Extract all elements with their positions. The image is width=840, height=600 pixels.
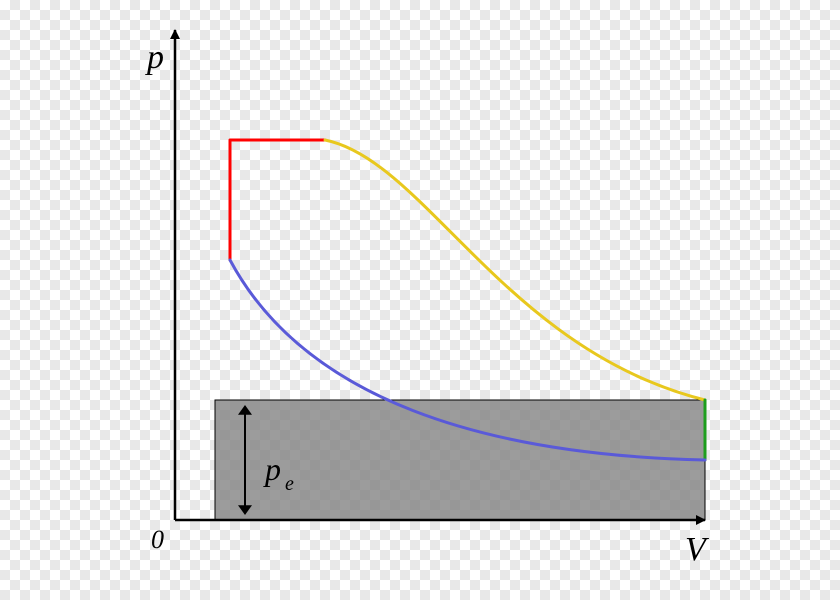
pe-label-subscript: e [285, 473, 294, 495]
x-axis-label: V [685, 531, 710, 568]
red-segment [230, 140, 325, 260]
y-axis-label: p [145, 39, 164, 76]
origin-label: 0 [151, 525, 164, 554]
pv-diagram: pV0pe [105, 0, 735, 600]
pe-label: p [263, 451, 281, 487]
mep-shaded-region [215, 400, 705, 520]
pv-diagram-svg: pV0pe [105, 0, 735, 600]
yellow-curve [325, 140, 705, 400]
